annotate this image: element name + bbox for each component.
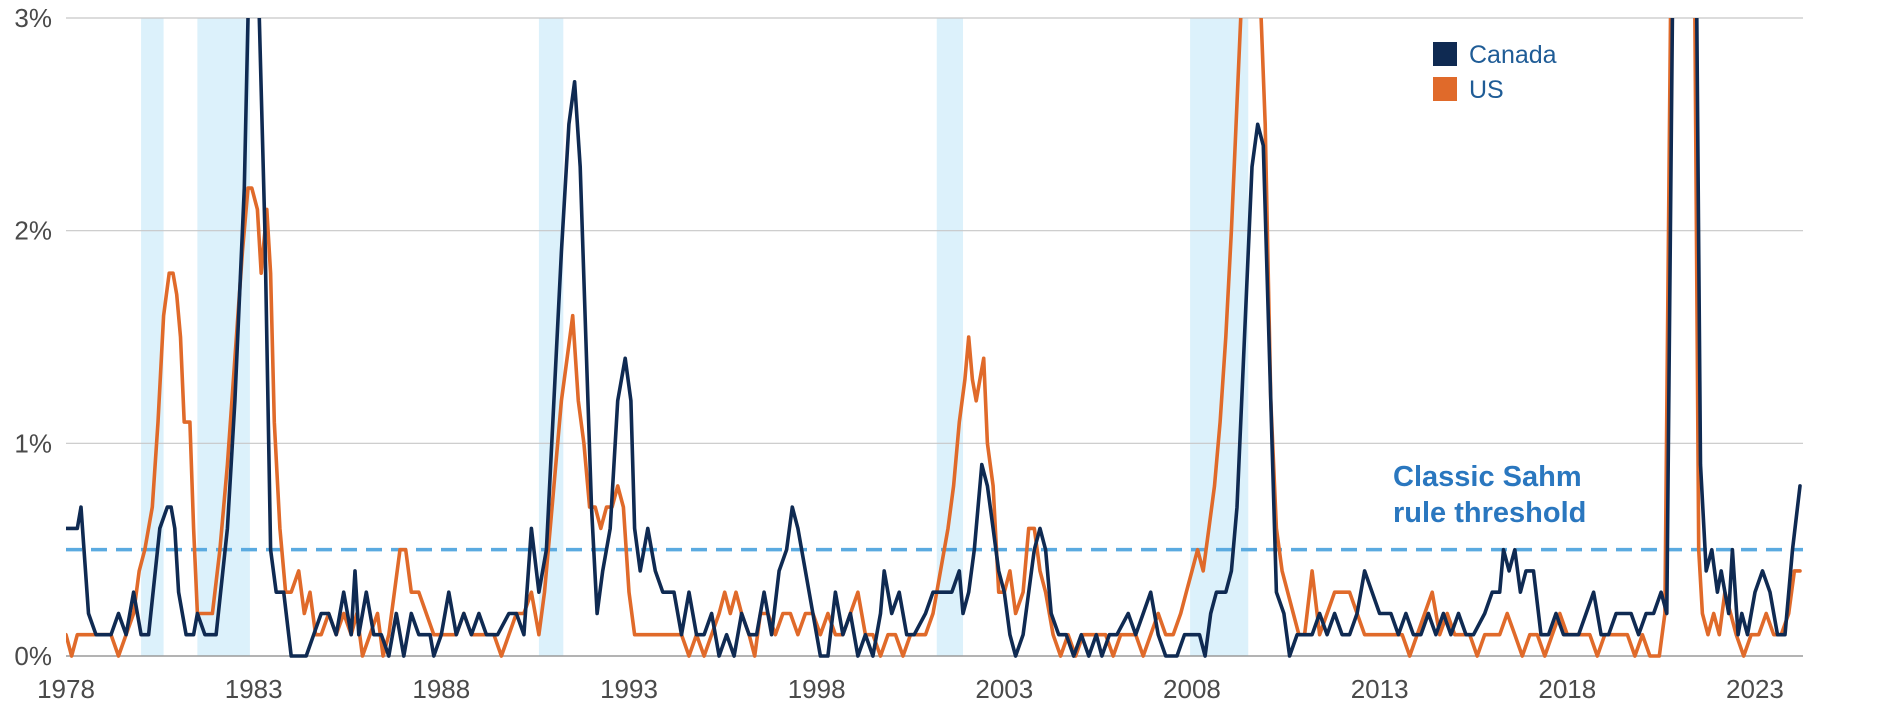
x-tick-label-2018: 2018 xyxy=(1538,674,1596,701)
recession-band-0 xyxy=(141,18,164,656)
recession-band-2 xyxy=(538,18,564,656)
x-tick-label-1993: 1993 xyxy=(600,674,658,701)
series-line-canada xyxy=(66,18,1802,658)
legend-swatch-canada xyxy=(1433,42,1457,66)
x-tick-label-2013: 2013 xyxy=(1351,674,1409,701)
x-tick-label-2023: 2023 xyxy=(1726,674,1784,701)
legend: Canada US xyxy=(1433,41,1557,104)
x-tick-label-1978: 1978 xyxy=(37,674,95,701)
series-lines xyxy=(66,18,1802,658)
x-tick-label-1988: 1988 xyxy=(412,674,470,701)
x-axis-tick-labels: 1978 1983 1988 1993 1998 2003 2008 2013 2018 2023 xyxy=(37,674,1784,701)
x-tick-label-1998: 1998 xyxy=(788,674,846,701)
gridlines xyxy=(66,17,1803,657)
y-axis-tick-labels: 0% 1% 2% 3% xyxy=(14,3,52,671)
recession-bands xyxy=(141,18,1249,656)
threshold-label-line1: Classic Sahm xyxy=(1393,461,1582,493)
threshold-label-line2: rule threshold xyxy=(1393,497,1586,529)
x-tick-label-2003: 2003 xyxy=(975,674,1033,701)
y-tick-label-2: 2% xyxy=(14,216,52,246)
threshold-annotation: Classic Sahm rule threshold xyxy=(1393,461,1586,529)
x-tick-label-1983: 1983 xyxy=(225,674,283,701)
y-tick-label-1: 1% xyxy=(14,428,52,458)
legend-label-canada: Canada xyxy=(1469,41,1557,69)
x-tick-label-2008: 2008 xyxy=(1163,674,1221,701)
series-line-us xyxy=(66,18,1802,658)
y-tick-label-0: 0% xyxy=(14,641,52,671)
legend-label-us: US xyxy=(1469,76,1504,104)
legend-swatch-us xyxy=(1433,77,1457,101)
y-tick-label-3: 3% xyxy=(14,3,52,33)
